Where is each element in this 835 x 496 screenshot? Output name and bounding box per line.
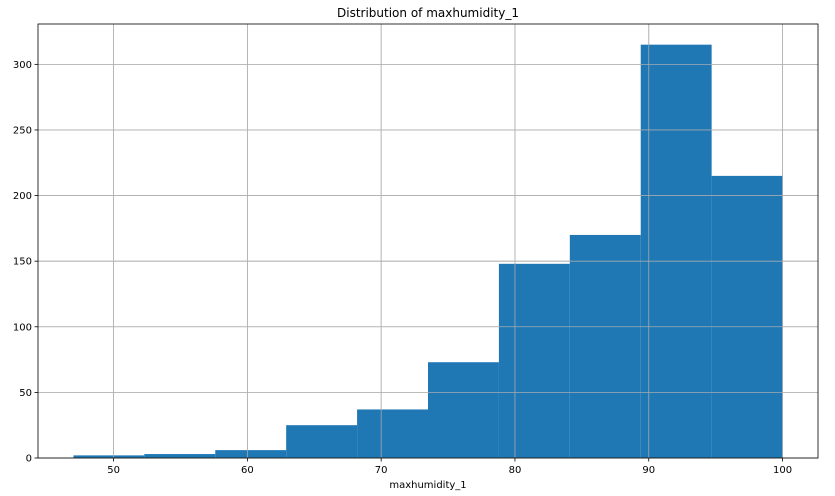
histogram-bar (144, 454, 216, 458)
histogram-bar (640, 44, 712, 459)
x-tick-label: 60 (241, 465, 254, 476)
histogram-bar (286, 425, 358, 458)
y-tick-label: 300 (13, 60, 32, 71)
histogram-bar (215, 450, 287, 458)
histogram-bar (73, 455, 145, 458)
x-tick-label: 70 (375, 465, 388, 476)
y-tick-label: 150 (13, 257, 32, 268)
y-tick-label: 200 (13, 191, 32, 202)
x-tick-label: 50 (107, 465, 120, 476)
y-tick-label: 250 (13, 125, 32, 136)
y-tick-label: 0 (26, 454, 32, 465)
histogram-bar (428, 362, 499, 458)
histogram-bar (711, 175, 783, 458)
x-tick-label: 90 (642, 465, 655, 476)
histogram-bar (498, 263, 570, 458)
axes (37, 23, 819, 459)
ticks: 50 60 70 80 90 100 0 50 100 150 200 250 300 (13, 60, 792, 476)
y-tick-label: 50 (19, 388, 32, 399)
x-axis-label: maxhumidity_1 (389, 480, 466, 491)
histogram-bar (357, 409, 428, 458)
x-tick-label: 80 (509, 465, 522, 476)
chart-title: Distribution of maxhumidity_1 (337, 6, 519, 20)
plot-frame (37, 23, 819, 459)
x-tick-label: 100 (773, 465, 792, 476)
histogram-bar (569, 234, 641, 458)
bars (38, 24, 818, 459)
y-tick-label: 100 (13, 322, 32, 333)
